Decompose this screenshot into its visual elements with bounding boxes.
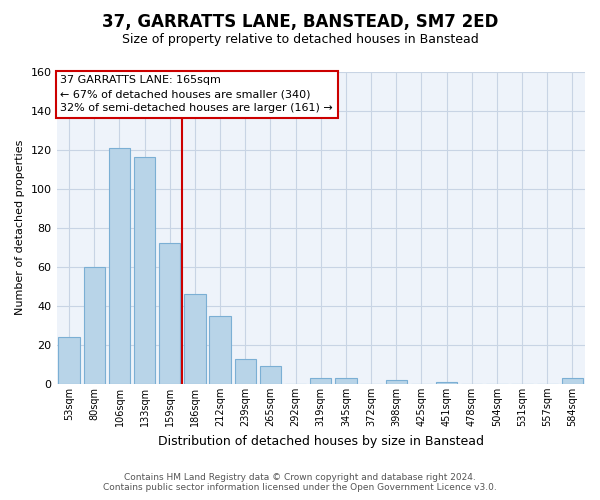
Text: Contains HM Land Registry data © Crown copyright and database right 2024.
Contai: Contains HM Land Registry data © Crown c… (103, 473, 497, 492)
Bar (386, 380, 407, 384)
Y-axis label: Number of detached properties: Number of detached properties (15, 140, 25, 316)
Bar (310, 378, 331, 384)
Bar (109, 148, 130, 384)
Bar (209, 316, 231, 384)
Bar (235, 358, 256, 384)
Text: 37 GARRATTS LANE: 165sqm
← 67% of detached houses are smaller (340)
32% of semi-: 37 GARRATTS LANE: 165sqm ← 67% of detach… (61, 76, 333, 114)
Text: Size of property relative to detached houses in Banstead: Size of property relative to detached ho… (122, 32, 478, 46)
Bar (436, 382, 457, 384)
Bar (83, 266, 105, 384)
Bar (159, 244, 181, 384)
Bar (58, 337, 80, 384)
X-axis label: Distribution of detached houses by size in Banstead: Distribution of detached houses by size … (158, 434, 484, 448)
Bar (260, 366, 281, 384)
Bar (184, 294, 206, 384)
Bar (562, 378, 583, 384)
Bar (134, 158, 155, 384)
Bar (335, 378, 356, 384)
Text: 37, GARRATTS LANE, BANSTEAD, SM7 2ED: 37, GARRATTS LANE, BANSTEAD, SM7 2ED (102, 12, 498, 30)
